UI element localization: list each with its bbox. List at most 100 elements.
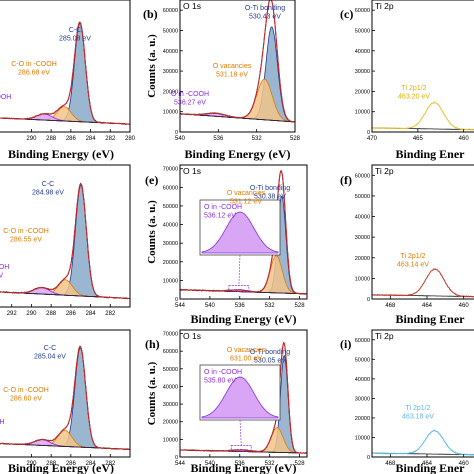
panel-a: 290 288 286 284 282 280 C-C 285.08 eV C-O in -CO… (0, 0, 136, 161)
y-tick-label: 0 (367, 130, 370, 136)
y-tick-label: 40000 (163, 384, 178, 390)
panel-letter: (i) (340, 337, 351, 351)
axes-frame (371, 329, 474, 458)
x-tick-label: 532 (265, 461, 276, 467)
x-tick-label: 540 (205, 303, 216, 309)
y-axis-label: Counts (a. u.) (146, 200, 158, 264)
x-tick-label: 540 (205, 461, 216, 467)
y-axis-label: Counts (a. u.) (146, 361, 158, 425)
axes-frame (179, 329, 308, 458)
series-fit (180, 169, 307, 295)
y-axis-label: Counts (a. u.) (146, 34, 158, 98)
x-tick-label: 280 (125, 136, 136, 142)
peak-label: 536.27 eV (174, 100, 206, 107)
plot-area (372, 101, 474, 131)
axes-frame (371, 164, 474, 300)
axes-frame (0, 0, 131, 133)
y-tick-label: 40000 (163, 223, 178, 229)
y-tick-label: 20000 (355, 89, 370, 95)
peak-label: 463.14 eV (397, 262, 429, 269)
peak-label: C-O in -COOH (3, 228, 49, 235)
peak-label: C-O in -COOH (3, 387, 49, 394)
panel-f: 468 464 460 0 10000 20000 30000 40000 50000 60000… (340, 164, 474, 326)
peak-label: C-C (69, 27, 81, 34)
peak-label: 530.05 eV (254, 358, 286, 365)
peak-label: 286.68 eV (18, 70, 50, 77)
x-axis-label: Binding Energy (eV) (8, 147, 114, 161)
x-tick-label: 284 (86, 461, 97, 467)
peak-label: O vacancies (213, 63, 252, 70)
series-raw (372, 101, 474, 131)
series-fit (180, 0, 295, 123)
y-tick-label: 0 (367, 297, 370, 303)
y-tick-label: 30000 (355, 69, 370, 75)
peak-label: 530.38 eV (254, 194, 286, 201)
x-tick-label: 536 (235, 303, 246, 309)
x-tick-label: 540 (175, 136, 186, 142)
peak-label: 463.18 eV (402, 414, 434, 421)
peak-label: C-O in -COOH (11, 61, 57, 68)
inset-label: 535.80 eV (204, 378, 236, 385)
axes-frame (371, 0, 474, 133)
element-label: Ti 2p (375, 1, 394, 11)
y-tick-label: 30000 (163, 69, 178, 75)
peak-label: 463.20 eV (398, 94, 430, 101)
peak-label: 531.12 eV (230, 199, 262, 206)
inset-label: O in -COOH (204, 369, 242, 376)
y-tick-label: 30000 (355, 396, 370, 402)
y-tick-label: 60000 (163, 185, 178, 191)
peak-label: Ti 2p1/2 (400, 253, 425, 260)
x-tick-label: 282 (105, 461, 116, 467)
x-tick-label: 284 (86, 311, 97, 317)
x-tick-label: 282 (105, 136, 116, 142)
y-tick-label: 40000 (163, 49, 178, 55)
panel-letter: (f) (340, 173, 352, 187)
x-axis-label: Binding Ener (395, 312, 465, 326)
y-tick-label: 20000 (355, 256, 370, 262)
x-tick-label: 460 (459, 461, 470, 467)
peak-label: C-C (42, 181, 54, 188)
x-tick-label: 468 (385, 461, 396, 467)
y-tick-label: 20000 (163, 260, 178, 266)
element-label: Ti 2p (375, 166, 394, 176)
y-tick-label: 0 (175, 130, 178, 136)
series-fit (0, 21, 130, 125)
y-tick-label: 10000 (355, 435, 370, 441)
x-tick-label: 544 (175, 461, 186, 467)
x-axis-label: Binding Ener (395, 461, 465, 474)
x-tick-label: 288 (46, 136, 57, 142)
peak-label: O-Ti bonding (250, 349, 290, 356)
peak-label: O-Ti bonding (245, 5, 285, 12)
panel-h: O in -COOH 535.80 eV 544 540 536 532 528 0 10000… (145, 329, 308, 474)
peak-label: 285.04 eV (34, 354, 66, 361)
series-raw (372, 429, 474, 456)
plot-area (0, 182, 130, 300)
x-tick-label: 470 (367, 136, 378, 142)
y-tick-label: 40000 (355, 49, 370, 55)
panel-i: 468 464 460 0 10000 20000 30000 40000 50000 60000… (340, 329, 474, 474)
y-tick-label: 70000 (163, 167, 178, 173)
panel-letter: (c) (340, 7, 353, 21)
inset-label: O in -COOH (204, 204, 242, 211)
x-tick-label: 288 (46, 311, 57, 317)
element-label: Ti 2p (375, 331, 394, 341)
x-axis-label: Binding Energy (eV) (190, 461, 296, 474)
y-tick-label: 0 (175, 455, 178, 461)
x-tick-label: 292 (7, 311, 18, 317)
panel-letter: (e) (145, 173, 158, 187)
y-tick-label: 50000 (355, 28, 370, 34)
y-tick-label: 50000 (163, 204, 178, 210)
panel-letter: (b) (143, 7, 158, 21)
x-tick-label: 290 (26, 311, 37, 317)
y-tick-label: 20000 (355, 416, 370, 422)
peak-label: O in -COOH (171, 91, 209, 98)
peak-label: in -COOH (0, 264, 9, 271)
plot-area (180, 169, 307, 295)
y-tick-label: 50000 (355, 357, 370, 363)
x-axis-label: Binding Energy (eV) (8, 461, 114, 474)
y-tick-label: 30000 (163, 402, 178, 408)
element-label: O 1s (183, 1, 201, 11)
x-tick-label: 460 (459, 136, 470, 142)
y-tick-label: 60000 (163, 349, 178, 355)
